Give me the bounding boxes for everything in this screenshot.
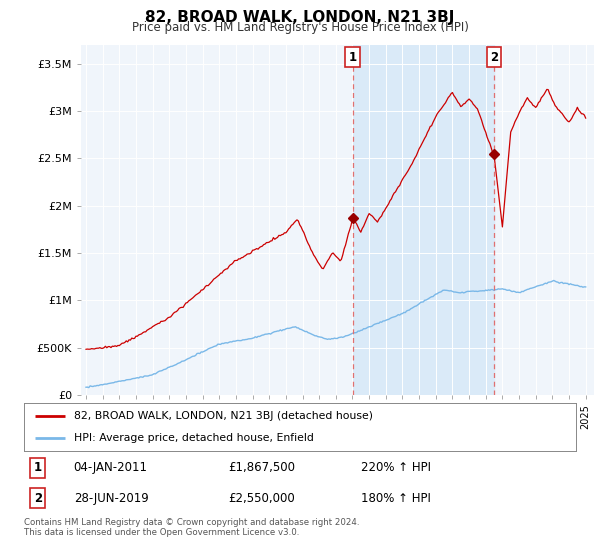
Text: Price paid vs. HM Land Registry's House Price Index (HPI): Price paid vs. HM Land Registry's House … bbox=[131, 21, 469, 34]
Bar bbox=[353, 45, 494, 395]
Text: 2: 2 bbox=[490, 50, 498, 63]
Text: 1: 1 bbox=[349, 50, 357, 63]
Text: 04-JAN-2011: 04-JAN-2011 bbox=[74, 461, 148, 474]
Text: 180% ↑ HPI: 180% ↑ HPI bbox=[361, 492, 431, 505]
Text: 1: 1 bbox=[34, 461, 42, 474]
Text: HPI: Average price, detached house, Enfield: HPI: Average price, detached house, Enfi… bbox=[74, 433, 314, 443]
Text: 82, BROAD WALK, LONDON, N21 3BJ: 82, BROAD WALK, LONDON, N21 3BJ bbox=[145, 10, 455, 25]
Text: £2,550,000: £2,550,000 bbox=[228, 492, 295, 505]
Text: Contains HM Land Registry data © Crown copyright and database right 2024.
This d: Contains HM Land Registry data © Crown c… bbox=[24, 518, 359, 538]
Text: 220% ↑ HPI: 220% ↑ HPI bbox=[361, 461, 431, 474]
Text: £1,867,500: £1,867,500 bbox=[228, 461, 295, 474]
Text: 82, BROAD WALK, LONDON, N21 3BJ (detached house): 82, BROAD WALK, LONDON, N21 3BJ (detache… bbox=[74, 411, 373, 421]
Text: 2: 2 bbox=[34, 492, 42, 505]
Text: 28-JUN-2019: 28-JUN-2019 bbox=[74, 492, 148, 505]
